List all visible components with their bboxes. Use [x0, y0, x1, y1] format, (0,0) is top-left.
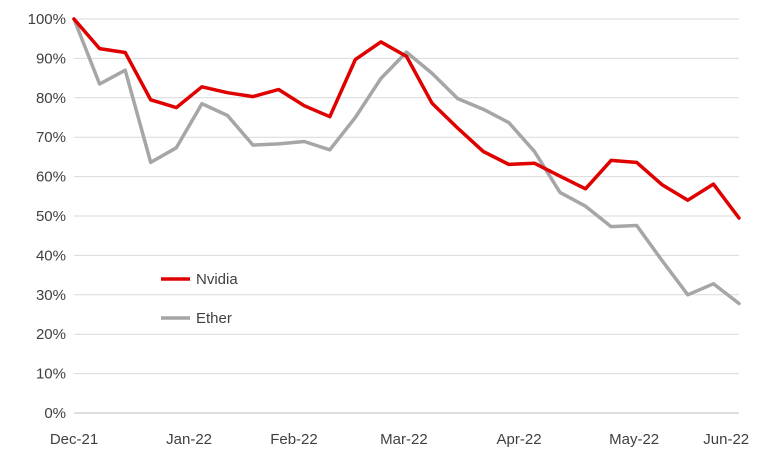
- series-line-nvidia: [72, 17, 741, 220]
- x-tick-label: Mar-22: [380, 431, 428, 448]
- y-tick-label: 80%: [36, 90, 66, 107]
- x-tick-label: Jun-22: [703, 431, 749, 448]
- legend-label-nvidia: Nvidia: [196, 271, 238, 288]
- x-tick-label: Apr-22: [497, 431, 542, 448]
- x-tick-label: Dec-21: [50, 431, 98, 448]
- x-axis-ticks: Dec-21 Jan-22 Feb-22 Mar-22 Apr-22 May-22 Jun-…: [50, 431, 749, 448]
- y-tick-label: 100%: [28, 11, 66, 28]
- x-tick-label: Feb-22: [270, 431, 318, 448]
- y-tick-label: 40%: [36, 247, 66, 264]
- y-tick-label: 90%: [36, 50, 66, 67]
- series-group: [72, 17, 741, 306]
- y-tick-label: 50%: [36, 208, 66, 225]
- legend: Nvidia Ether: [161, 271, 238, 327]
- y-tick-label: 30%: [36, 287, 66, 304]
- x-tick-label: Jan-22: [166, 431, 212, 448]
- y-axis-ticks: 0% 10% 20% 30% 40% 50% 60% 70% 80% 90% 100%: [28, 11, 66, 422]
- y-tick-label: 0%: [44, 405, 66, 422]
- y-tick-label: 70%: [36, 129, 66, 146]
- series-line-ether: [72, 17, 741, 306]
- grid-lines: [74, 18, 739, 375]
- y-tick-label: 20%: [36, 326, 66, 343]
- y-tick-label: 10%: [36, 366, 66, 383]
- y-tick-label: 60%: [36, 169, 66, 186]
- x-tick-label: May-22: [609, 431, 659, 448]
- legend-label-ether: Ether: [196, 310, 232, 327]
